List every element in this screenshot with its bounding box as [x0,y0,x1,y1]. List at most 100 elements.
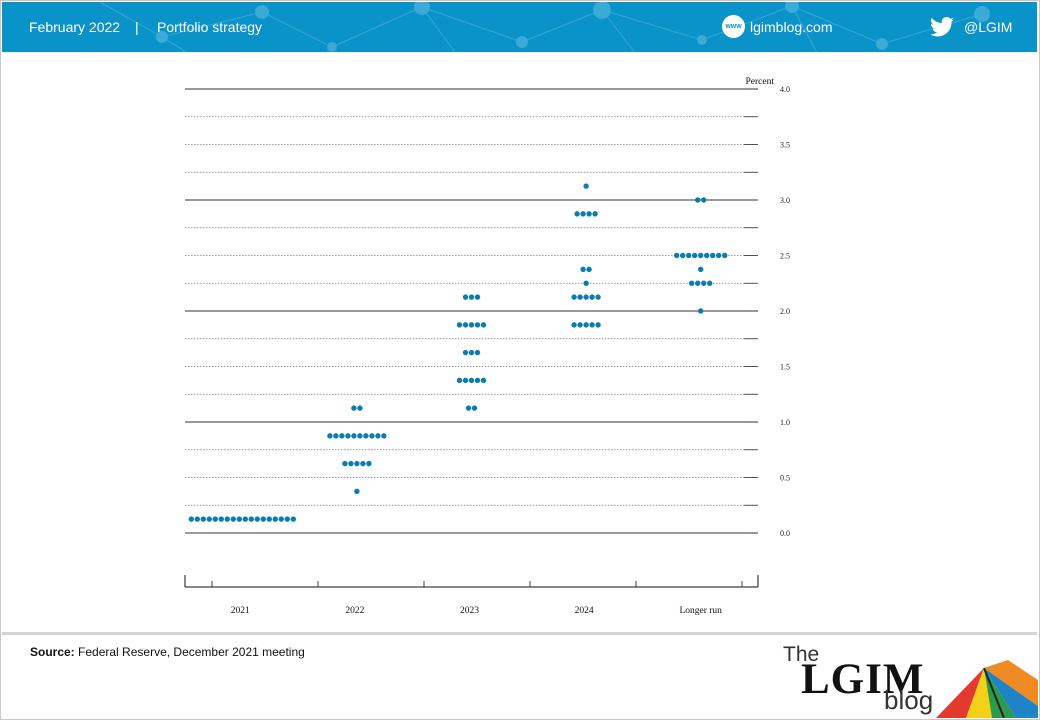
projection-dot [194,516,200,522]
projection-dot [342,460,348,467]
projection-dot [686,252,692,259]
projection-dot [583,294,589,300]
y-tick-label: 3.5 [780,141,790,150]
projection-dot [248,516,254,522]
projection-dot [695,280,701,286]
projection-dot [462,377,469,384]
projection-dot [692,252,698,259]
projection-dot [704,252,710,259]
website-link[interactable]: lgimblog.com [750,19,833,35]
header-separator: | [135,19,139,35]
x-tick-label: 2024 [575,606,594,616]
y-tick-label: 1.0 [780,418,790,427]
x-tick-label: 2022 [345,606,364,616]
header-bar: February 2022 | Portfolio strategy www l… [2,2,1037,52]
projection-dot [369,433,375,439]
projection-dot [284,516,290,522]
network-pattern-background [98,2,990,52]
y-tick-label: 0.0 [780,529,790,538]
projection-dot [680,252,686,259]
x-tick-label: Longer run [679,606,722,616]
globe-icon: www [722,15,745,38]
projection-dot [722,252,728,259]
projection-dot [580,211,586,217]
projection-dot [278,516,284,522]
projection-dot [474,377,481,384]
projection-dot [474,322,481,328]
projection-dot [695,197,701,203]
twitter-icon[interactable] [930,17,954,37]
projection-dot [583,280,589,286]
projection-dot [348,460,354,467]
projection-dot [462,349,469,356]
logo-blog: blog [884,685,934,715]
projection-dot [701,280,707,286]
logo-the: The [783,643,820,666]
projection-dot [468,377,475,384]
projection-dot [363,433,369,439]
projection-dot [707,280,713,286]
projection-dot [592,211,598,217]
source-label: Source: [30,645,75,659]
projection-dot [230,516,236,522]
y-tick-labels: 0.0 0.5 1.0 1.5 2.0 2.5 3.0 3.5 4.0 [780,85,790,538]
y-tick-label: 2.0 [780,307,790,316]
y-tick-label: 3.0 [780,196,790,205]
projection-dot [698,266,704,273]
projection-dot [474,294,481,300]
header-section: Portfolio strategy [157,19,263,35]
projection-dot [710,252,716,259]
projection-dot [360,460,366,467]
projection-dot [689,280,695,286]
projection-dot [260,516,266,522]
projection-dot [345,433,351,439]
projection-dot [468,322,475,328]
projection-dot [577,322,583,328]
projection-dot [462,322,469,328]
projection-dot [589,322,595,328]
projection-dot [577,294,583,300]
projection-dot [351,433,357,439]
projection-dot [471,405,478,411]
projection-dot [272,516,278,522]
y-tick-label: 4.0 [780,85,790,94]
projection-dot [266,516,272,522]
projection-dot [468,294,475,300]
gridlines [185,88,758,534]
projection-dot [465,405,472,411]
projection-dot [462,294,469,300]
projection-dot [456,322,463,328]
source-note: Source: Federal Reserve, December 2021 m… [30,645,305,659]
projection-dot [574,211,580,217]
projection-dot [456,377,463,384]
projection-dot [586,211,592,217]
header-date: February 2022 [29,19,121,35]
projection-dot [480,377,487,384]
projection-dot [375,433,381,439]
projection-dot [354,460,360,467]
x-tick-label: 2023 [460,606,479,616]
y-unit-label: Percent [746,77,775,87]
projection-dot [480,322,487,328]
dots-layer [188,183,728,522]
projection-dot [200,516,206,522]
source-text: Federal Reserve, December 2021 meeting [78,645,305,659]
projection-dot [254,516,260,522]
projection-dot [366,460,372,467]
projection-dot [716,252,722,259]
projection-dot [595,294,601,300]
projection-dot [701,197,707,203]
projection-dot [224,516,230,522]
projection-dot [354,488,360,495]
projection-dot [698,252,704,259]
projection-dot [206,516,212,522]
projection-dot [212,516,218,522]
x-tick-label: 2021 [231,606,250,616]
dot-plot-chart: 0.0 0.5 1.0 1.5 2.0 2.5 3.0 3.5 4.0 Percent 2021… [184,77,790,616]
projection-dot [468,349,475,356]
projection-dot [327,433,333,439]
twitter-handle[interactable]: @LGIM [964,19,1013,35]
projection-dot [583,183,589,189]
projection-dot [333,433,339,439]
projection-dot [586,266,592,273]
